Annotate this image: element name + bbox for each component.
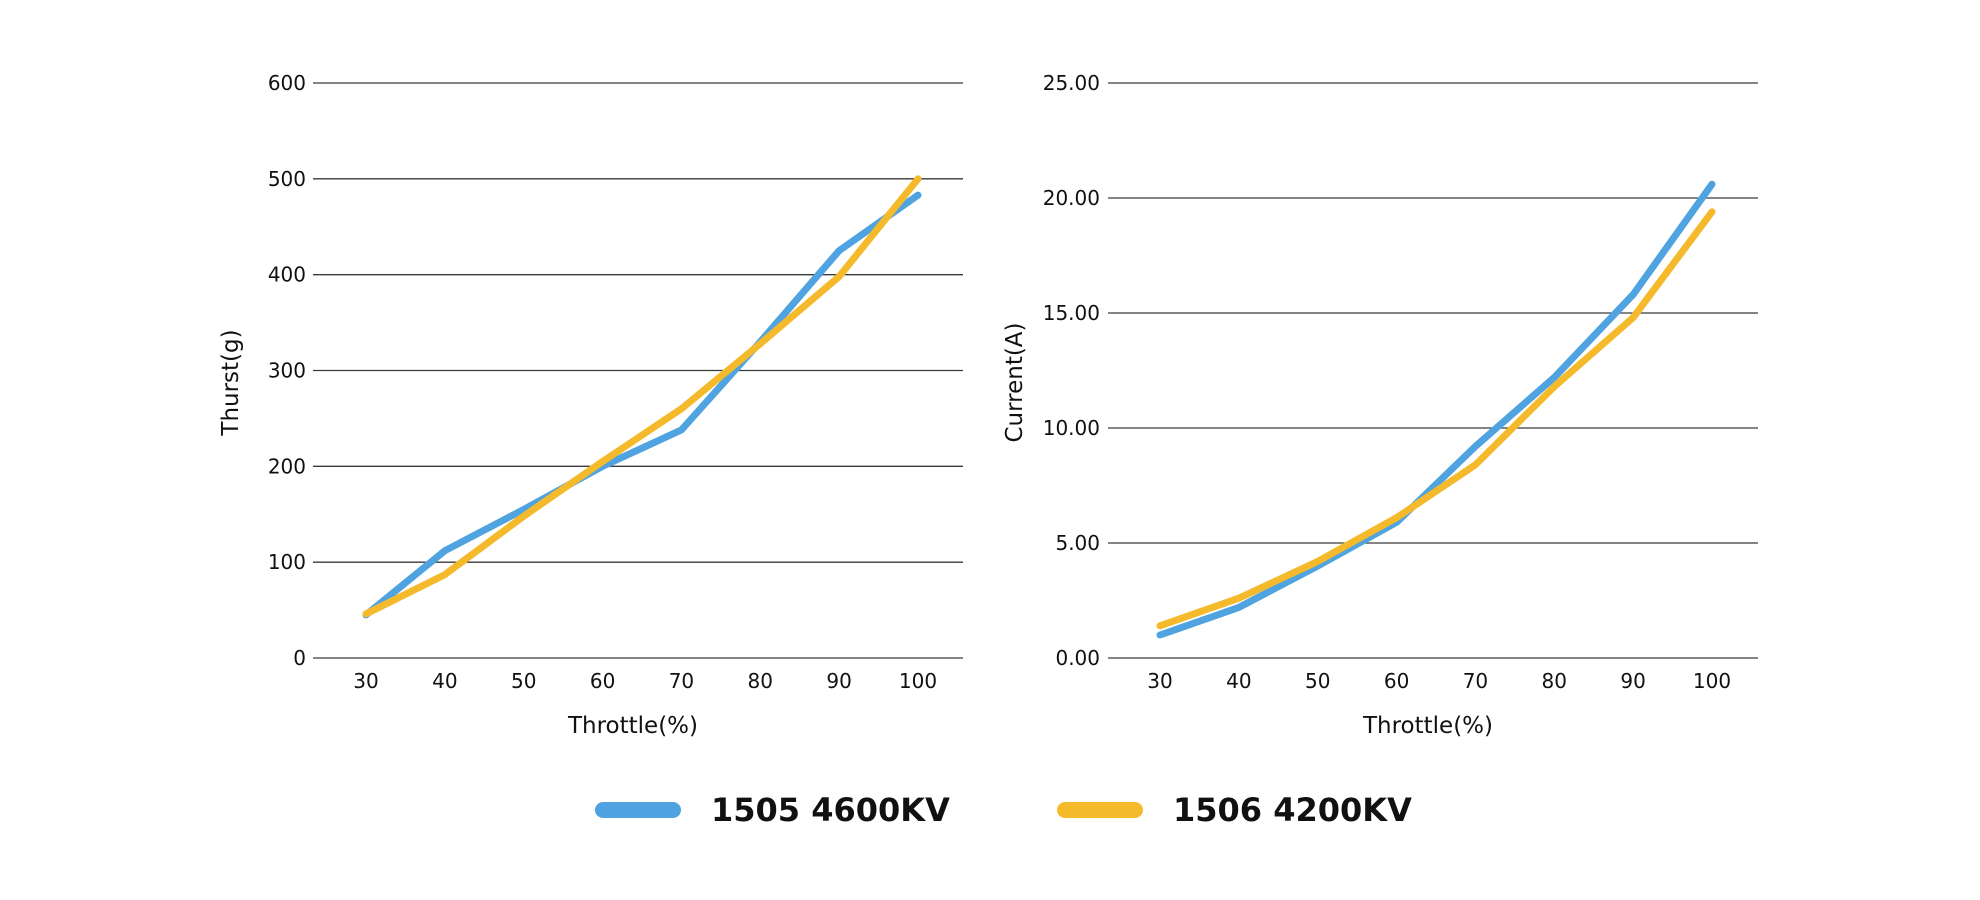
thrust-y-tick-label: 600 <box>268 71 306 95</box>
thrust-x-tick-label: 100 <box>899 669 937 693</box>
current-x-tick-label: 60 <box>1384 669 1409 693</box>
thrust-y-tick-label: 500 <box>268 167 306 191</box>
thrust-y-tick-label: 0 <box>293 646 306 670</box>
current-x-tick-label: 90 <box>1620 669 1645 693</box>
thrust-y-axis-title: Thurst(g) <box>218 329 244 436</box>
legend-label-1506: 1506 4200KV <box>1173 791 1412 829</box>
thrust-series-line-1506[interactable] <box>362 175 922 618</box>
current-x-tick-label: 30 <box>1147 669 1172 693</box>
thrust-y-tick-label: 100 <box>268 550 306 574</box>
current-series-line-1505[interactable] <box>1156 180 1716 639</box>
current-x-tick-label: 70 <box>1463 669 1488 693</box>
legend-swatch-1505 <box>595 802 681 818</box>
thrust-x-axis-title: Throttle(%) <box>567 713 698 739</box>
current-y-tick-label: 20.00 <box>1043 186 1100 210</box>
thrust-y-tick-label: 400 <box>268 263 306 287</box>
current-y-tick-label: 10.00 <box>1043 416 1100 440</box>
current-series-line-1506[interactable] <box>1156 208 1716 630</box>
current-y-axis-title: Current(A) <box>1002 322 1028 442</box>
current-x-axis-title: Throttle(%) <box>1362 713 1493 739</box>
thrust-x-tick-label: 70 <box>669 669 694 693</box>
thrust-x-tick-label: 80 <box>748 669 773 693</box>
legend-item-1505[interactable]: 1505 4600KV <box>595 770 950 850</box>
current-y-tick-label: 15.00 <box>1043 301 1100 325</box>
legend-item-1506[interactable]: 1506 4200KV <box>1057 770 1412 850</box>
thrust-x-tick-label: 30 <box>353 669 378 693</box>
current-x-tick-label: 80 <box>1542 669 1567 693</box>
current-x-tick-label: 100 <box>1693 669 1731 693</box>
legend: 1505 4600KV 1506 4200KV <box>0 770 1980 850</box>
thrust-chart: 0 100 200 300 400 500 600 30 40 50 60 70 80 90 100 Thro… <box>218 71 963 739</box>
current-chart: 0.00 5.00 10.00 15.00 20.00 25.00 30 40 50 60 70 80… <box>1002 71 1758 739</box>
legend-swatch-1506 <box>1057 802 1143 818</box>
thrust-y-tick-label: 300 <box>268 359 306 383</box>
current-x-tick-label: 50 <box>1305 669 1330 693</box>
current-y-tick-label: 25.00 <box>1043 71 1100 95</box>
thrust-x-tick-label: 50 <box>511 669 536 693</box>
thrust-x-tick-label: 90 <box>826 669 851 693</box>
legend-label-1505: 1505 4600KV <box>711 791 950 829</box>
thrust-y-tick-label: 200 <box>268 454 306 478</box>
current-x-tick-label: 40 <box>1226 669 1251 693</box>
thrust-x-tick-label: 60 <box>590 669 615 693</box>
current-y-tick-label: 0.00 <box>1055 646 1100 670</box>
thrust-series-line-1505[interactable] <box>362 191 922 619</box>
current-y-tick-label: 5.00 <box>1055 531 1100 555</box>
thrust-x-tick-label: 40 <box>432 669 457 693</box>
